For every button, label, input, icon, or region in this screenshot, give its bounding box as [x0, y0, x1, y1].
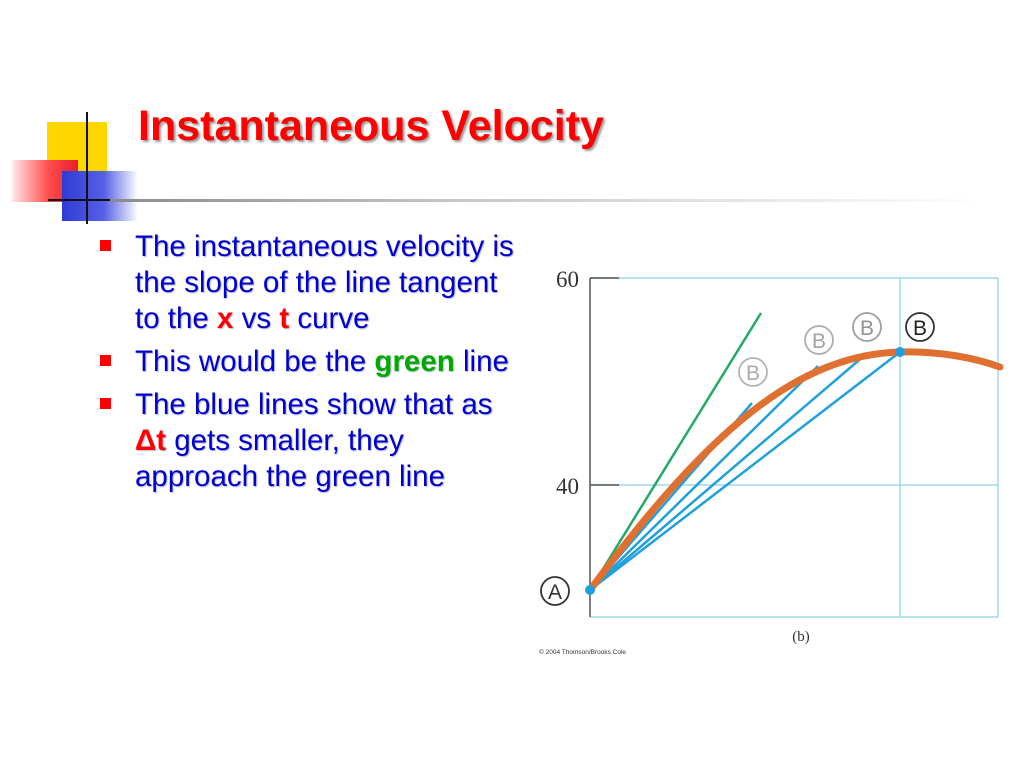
highlight-t: t	[279, 302, 290, 335]
bullet-text: vs	[233, 302, 280, 335]
bullet-list: The instantaneous velocity is the slope …	[98, 229, 518, 502]
label-a: A	[540, 576, 570, 606]
bullet-text: The blue lines show that as	[135, 388, 493, 421]
label-b-2: B	[804, 325, 834, 355]
bullet-text: curve	[289, 302, 370, 335]
position-time-graph: 60 40 A B B B B	[539, 267, 1004, 656]
figure-caption: (b)	[792, 629, 810, 645]
bullet-square-icon	[100, 355, 111, 366]
label-b-3: B	[852, 312, 882, 342]
bullet-item: The blue lines show that as Δt gets smal…	[98, 387, 518, 495]
secant-line	[589, 354, 866, 591]
bullet-text: The instantaneous velocity is the slope …	[135, 230, 514, 335]
position-curve	[586, 348, 1004, 594]
tangent-figure: 60 40 A B B B B	[535, 255, 1015, 665]
bullet-square-icon	[100, 240, 111, 251]
logo-vertical-line	[86, 112, 88, 224]
bullet-text: gets smaller, they approach the green li…	[135, 424, 445, 493]
point-b-marker	[895, 347, 905, 357]
label-b-4: B	[905, 312, 935, 342]
label-b-2-text: B	[812, 330, 826, 353]
y-tick-label-40: 40	[556, 474, 579, 499]
logo-blue-square	[62, 171, 138, 221]
label-b-1: B	[738, 357, 768, 387]
label-b-1-text: B	[746, 362, 760, 385]
highlight-x: x	[217, 302, 234, 335]
bullet-item: The instantaneous velocity is the slope …	[98, 229, 518, 337]
bullet-text: line	[454, 345, 509, 378]
logo-horizontal-line	[48, 199, 140, 201]
label-b-4-text: B	[913, 317, 927, 340]
point-a-marker	[585, 585, 595, 595]
secant-line	[589, 365, 819, 591]
title-divider	[110, 199, 990, 202]
chart-grid	[589, 277, 999, 618]
label-a-text: A	[548, 581, 562, 604]
bullet-square-icon	[100, 398, 111, 409]
tangent-line	[588, 312, 763, 591]
bullet-text: This would be the	[135, 345, 375, 378]
y-tick-label-60: 60	[556, 267, 579, 292]
copyright-credit: © 2004 Thomson/Brooks Cole	[539, 648, 626, 656]
label-b-3-text: B	[860, 317, 874, 340]
bullet-item: This would be the green line	[98, 344, 518, 380]
highlight-green: green	[374, 345, 455, 378]
slide-title: Instantaneous Velocity	[138, 102, 604, 150]
secant-line	[589, 351, 901, 591]
highlight-delta-t: Δt	[135, 424, 167, 457]
